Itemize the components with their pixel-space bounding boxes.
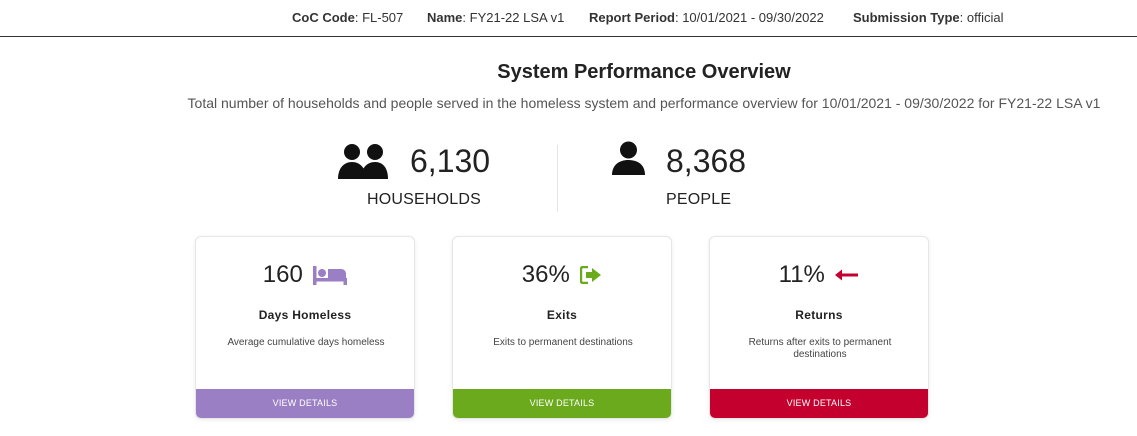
page-title: System Performance Overview	[497, 61, 791, 83]
exits-value: 36%	[521, 261, 570, 288]
submission-type-value: : official	[959, 10, 1004, 25]
submission-type: Submission Type: official	[853, 10, 1004, 25]
returns-card: 11% Returns Returns after exits to perma…	[709, 236, 929, 419]
returns-value: 11%	[778, 261, 825, 288]
days-homeless-metric: 160	[196, 261, 414, 289]
days-homeless-view-details-button[interactable]: VIEW DETAILS	[196, 389, 414, 418]
days-homeless-value: 160	[262, 261, 303, 288]
days-homeless-title: Days Homeless	[258, 308, 352, 322]
users-icon	[338, 144, 388, 179]
households-count: 6,130	[410, 143, 491, 179]
report-header: CoC Code: FL-507 Name: FY21-22 LSA v1 Re…	[0, 0, 1137, 37]
coc-code-label: CoC Code	[292, 10, 355, 25]
returns-description: Returns after exits to permanent destina…	[748, 337, 892, 360]
days-homeless-card: 160 Days Homeless Average cumulative day…	[195, 236, 415, 419]
exits-card: 36% Exits Exits to permanent destination…	[452, 236, 672, 419]
exits-metric: 36%	[453, 261, 671, 289]
arrow-left-icon	[835, 269, 859, 281]
user-icon	[612, 141, 645, 175]
households-label: HOUSEHOLDS	[367, 191, 482, 208]
returns-title: Returns	[795, 308, 843, 322]
coc-code: CoC Code: FL-507	[292, 10, 403, 25]
coc-code-value: : FL-507	[354, 10, 404, 25]
returns-view-details-button[interactable]: VIEW DETAILS	[710, 389, 928, 418]
report-name-value: : FY21-22 LSA v1	[462, 10, 565, 25]
page-subtitle: Total number of households and people se…	[187, 95, 1101, 111]
stats-divider	[557, 145, 558, 212]
returns-metric: 11%	[710, 261, 928, 289]
exit-icon	[580, 266, 602, 284]
report-period-label: Report Period	[589, 10, 675, 25]
exits-view-details-button[interactable]: VIEW DETAILS	[453, 389, 671, 418]
days-homeless-description: Average cumulative days homeless	[227, 337, 385, 348]
report-name-label: Name	[427, 10, 463, 25]
exits-description: Exits to permanent destinations	[493, 337, 633, 348]
report-period: Report Period: 10/01/2021 - 09/30/2022	[589, 10, 824, 25]
people-label: PEOPLE	[666, 191, 732, 208]
report-period-value: : 10/01/2021 - 09/30/2022	[674, 10, 824, 25]
people-count: 8,368	[666, 143, 747, 179]
report-name: Name: FY21-22 LSA v1	[427, 10, 564, 25]
bed-icon	[313, 266, 348, 285]
submission-type-label: Submission Type	[853, 10, 960, 25]
exits-title: Exits	[546, 308, 578, 322]
